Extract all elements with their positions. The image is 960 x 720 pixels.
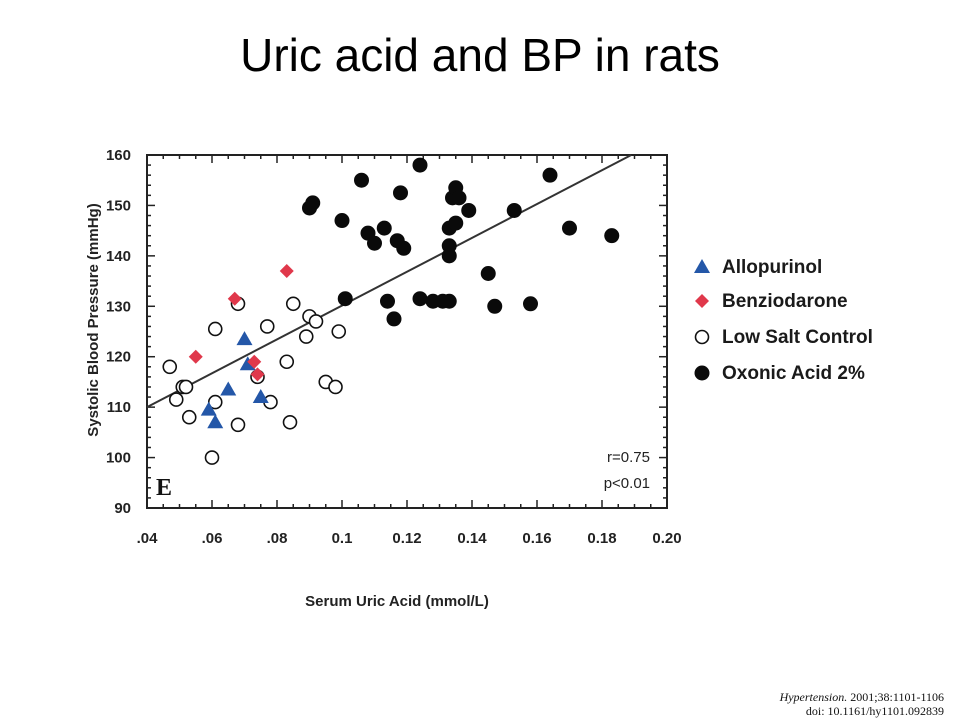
data-point bbox=[259, 319, 275, 334]
x-tick-label: .06 bbox=[202, 530, 223, 547]
data-point bbox=[396, 240, 412, 256]
data-point bbox=[354, 172, 369, 188]
data-point bbox=[367, 235, 382, 251]
data-point bbox=[207, 414, 224, 429]
y-tick-label: 140 bbox=[106, 248, 131, 265]
x-tick-label: 0.18 bbox=[587, 530, 616, 547]
legend-marker bbox=[695, 294, 709, 308]
data-point bbox=[227, 291, 242, 306]
data-point bbox=[220, 381, 237, 396]
data-point bbox=[523, 296, 538, 312]
data-point bbox=[412, 157, 428, 173]
correlation-annotation: r=0.75 bbox=[607, 449, 650, 466]
y-tick-label: 90 bbox=[114, 500, 131, 517]
data-point bbox=[412, 291, 428, 307]
x-tick-label: .04 bbox=[137, 530, 159, 547]
citation-reference: 2001;38:1101-1106 bbox=[847, 690, 944, 704]
slide-title: Uric acid and BP in rats bbox=[240, 29, 720, 81]
y-tick-label: 150 bbox=[106, 197, 131, 214]
legend-marker bbox=[694, 259, 710, 273]
data-point bbox=[328, 379, 343, 395]
y-tick-label: 120 bbox=[106, 349, 131, 366]
data-point bbox=[451, 190, 467, 206]
x-tick-label: 0.14 bbox=[457, 530, 487, 547]
series-benziodarone bbox=[188, 263, 294, 382]
y-tick-label: 100 bbox=[106, 450, 131, 467]
y-tick-label: 160 bbox=[106, 147, 131, 164]
data-point bbox=[200, 401, 217, 416]
data-point bbox=[542, 167, 558, 183]
chart-legend: Allopurinol Benziodarone Low Salt Control O… bbox=[694, 257, 873, 384]
x-tick-label: .08 bbox=[267, 530, 288, 547]
data-point bbox=[393, 185, 408, 201]
data-point bbox=[178, 379, 194, 395]
x-tick-label: 0.16 bbox=[522, 530, 551, 547]
x-tick-label: 0.1 bbox=[332, 530, 353, 547]
data-point bbox=[207, 321, 223, 337]
data-point bbox=[188, 349, 203, 364]
citation: Hypertension. 2001;38:1101-1106 doi: 10.… bbox=[780, 690, 944, 718]
legend-marker bbox=[694, 329, 710, 345]
panel-label: E bbox=[156, 475, 172, 501]
data-point bbox=[252, 389, 269, 404]
data-point bbox=[230, 417, 246, 433]
data-point bbox=[376, 220, 392, 236]
x-tick-label: 0.20 bbox=[652, 530, 681, 547]
plot-border bbox=[146, 154, 668, 509]
y-tick-label: 110 bbox=[107, 399, 131, 416]
series-low-salt-control bbox=[162, 296, 347, 465]
x-tick-label: 0.12 bbox=[392, 530, 421, 547]
data-point bbox=[480, 266, 496, 282]
axis-tick-labels: .04 .06 .08 0.1 0.12 0.14 0.16 0.18 0.20 90 100 110… bbox=[106, 147, 682, 547]
legend-marker bbox=[694, 365, 710, 381]
legend-label: Allopurinol bbox=[722, 257, 822, 278]
data-point bbox=[441, 248, 457, 264]
p-value-annotation: p<0.01 bbox=[604, 475, 650, 492]
y-tick-label: 130 bbox=[106, 298, 131, 315]
data-point bbox=[308, 314, 324, 329]
data-point bbox=[461, 202, 477, 218]
x-axis-label: Serum Uric Acid (mmol/L) bbox=[305, 593, 489, 610]
data-point bbox=[236, 331, 253, 346]
data-point bbox=[448, 215, 464, 231]
data-point bbox=[247, 354, 262, 369]
legend-label: Benziodarone bbox=[722, 291, 848, 312]
legend-label: Low Salt Control bbox=[722, 327, 873, 348]
data-point bbox=[604, 228, 620, 244]
data-point bbox=[162, 359, 178, 375]
data-point bbox=[562, 220, 577, 236]
data-point bbox=[380, 293, 395, 309]
data-point bbox=[204, 450, 220, 465]
data-point bbox=[331, 324, 347, 339]
data-point bbox=[279, 263, 294, 278]
data-point bbox=[334, 213, 350, 229]
data-point bbox=[168, 392, 184, 407]
series-allopurinol bbox=[200, 331, 269, 429]
data-point bbox=[298, 329, 314, 344]
data-points bbox=[162, 157, 620, 465]
series-oxonic-acid-2- bbox=[302, 157, 620, 327]
data-point bbox=[285, 296, 301, 312]
data-point bbox=[181, 409, 197, 425]
citation-journal: Hypertension. bbox=[779, 690, 848, 704]
data-point bbox=[282, 414, 298, 430]
citation-doi: doi: 10.1161/hy1101.092839 bbox=[805, 704, 944, 718]
data-point bbox=[239, 356, 256, 371]
data-point bbox=[386, 311, 402, 327]
plot-frame bbox=[146, 154, 668, 509]
legend-label: Oxonic Acid 2% bbox=[722, 363, 865, 384]
data-point bbox=[487, 298, 503, 314]
regression-line bbox=[146, 154, 632, 409]
data-point bbox=[337, 291, 353, 307]
data-point bbox=[506, 202, 522, 218]
axis-ticks bbox=[146, 154, 668, 509]
data-point bbox=[441, 293, 457, 309]
y-axis-label: Systolic Blood Pressure (mmHg) bbox=[85, 203, 102, 436]
data-point bbox=[250, 367, 265, 382]
data-point bbox=[305, 195, 321, 211]
data-point bbox=[279, 354, 295, 370]
